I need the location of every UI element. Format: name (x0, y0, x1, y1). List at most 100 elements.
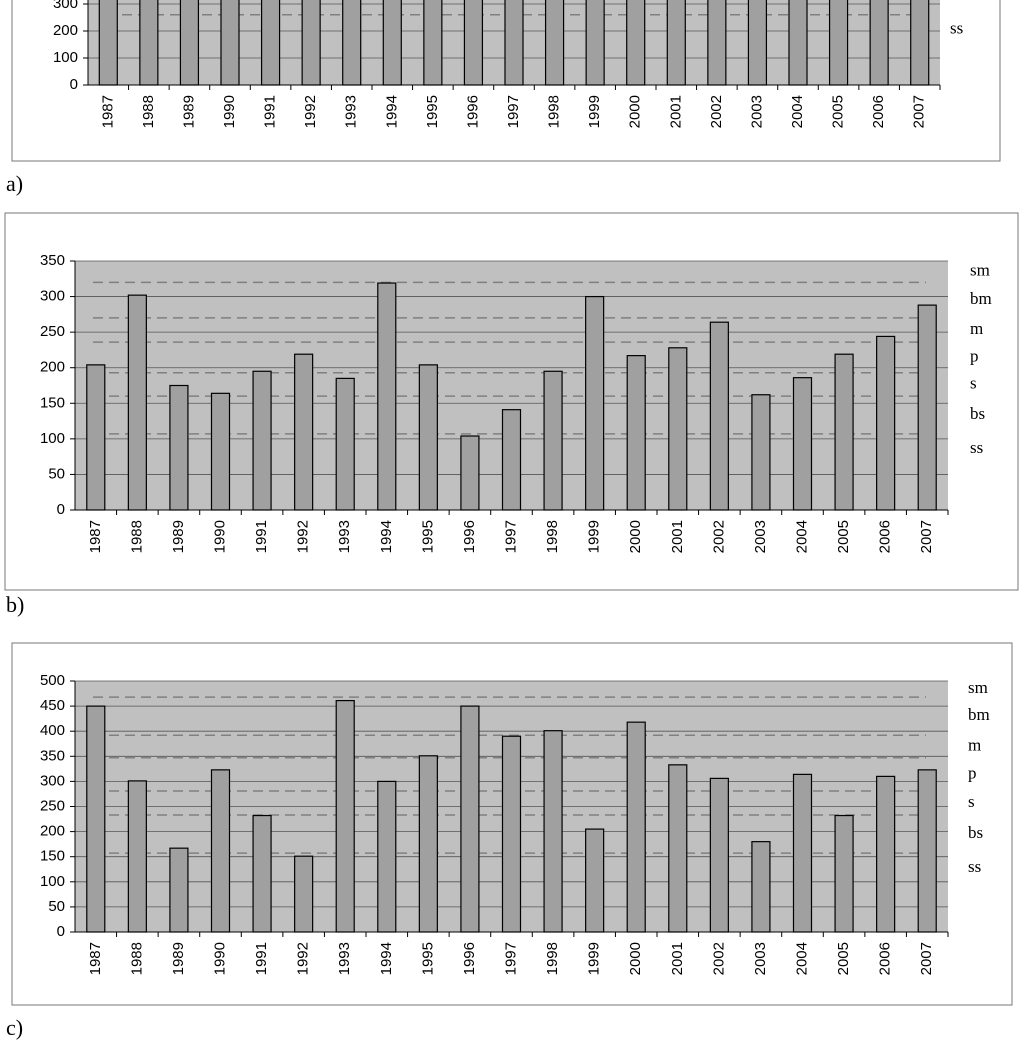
bar (301, 0, 321, 86)
x-tick-label: 1989 (170, 942, 187, 975)
bar (501, 409, 522, 511)
bar (127, 780, 147, 933)
bar (747, 0, 768, 86)
bar (501, 735, 522, 933)
bar (98, 0, 118, 86)
x-tick-label: 1988 (128, 942, 145, 975)
bar (220, 0, 240, 86)
x-tick-label: 2001 (669, 942, 686, 975)
bar (834, 814, 854, 933)
zone-label: bs (970, 404, 985, 423)
x-tick-label: 1997 (502, 520, 519, 553)
x-tick-label: 1999 (586, 95, 603, 128)
bar (418, 364, 438, 511)
zone-label: p (970, 346, 979, 365)
bar (834, 353, 854, 511)
bar (828, 0, 849, 86)
x-tick-label: 2005 (830, 95, 847, 128)
x-tick-label: 1994 (378, 942, 395, 975)
x-tick-label: 2002 (710, 520, 727, 553)
x-tick-label: 1990 (211, 520, 228, 553)
bar (668, 347, 688, 511)
x-tick-label: 1991 (262, 95, 279, 128)
y-tick-label: 400 (40, 722, 65, 739)
y-tick-label: 0 (57, 923, 65, 940)
bar (876, 775, 896, 933)
bar (127, 294, 147, 511)
x-tick-label: 2005 (835, 942, 852, 975)
x-tick-label: 1988 (128, 520, 145, 553)
zone-label: ss (968, 857, 981, 876)
x-tick-label: 2001 (669, 520, 686, 553)
panel-label: c) (6, 1015, 23, 1040)
y-tick-label: 100 (53, 49, 78, 66)
x-tick-label: 1993 (336, 520, 353, 553)
y-tick-label: 350 (40, 747, 65, 764)
bar (668, 764, 688, 933)
y-tick-label: 200 (40, 359, 65, 376)
bar (751, 394, 771, 511)
bar (788, 0, 808, 86)
x-tick-label: 1990 (211, 942, 228, 975)
zone-label: sm (968, 678, 988, 697)
x-tick-label: 2004 (789, 95, 806, 128)
bar (418, 755, 438, 933)
bar (792, 377, 813, 511)
x-tick-label: 2000 (627, 942, 644, 975)
bar (335, 377, 355, 511)
zone-label: bs (968, 823, 983, 842)
bar (751, 841, 771, 933)
bar (335, 699, 355, 933)
bar (917, 304, 937, 511)
y-tick-label: 300 (40, 772, 65, 789)
x-tick-label: 1990 (221, 95, 238, 128)
x-tick-label: 1987 (99, 95, 116, 128)
y-tick-label: 50 (48, 898, 65, 915)
x-tick-label: 1997 (505, 95, 522, 128)
bar (377, 780, 397, 933)
x-tick-label: 1999 (586, 942, 603, 975)
bar (86, 705, 106, 933)
y-tick-label: 100 (40, 430, 65, 447)
bar (169, 847, 189, 933)
zone-label: bm (970, 289, 992, 308)
x-tick-label: 1997 (502, 942, 519, 975)
x-tick-label: 2007 (918, 942, 935, 975)
zone-label: s (968, 792, 975, 811)
zone-label: bm (968, 705, 990, 724)
bar (460, 705, 480, 933)
bar (585, 828, 605, 933)
bar (585, 0, 605, 86)
zone-label: bs (950, 0, 965, 4)
bar (252, 814, 272, 933)
x-tick-label: 2006 (877, 520, 894, 553)
y-tick-label: 250 (40, 323, 65, 340)
bar (917, 769, 937, 933)
x-tick-label: 1998 (544, 942, 561, 975)
x-tick-label: 1996 (464, 95, 481, 128)
bar (382, 0, 402, 86)
x-tick-label: 2007 (911, 95, 928, 128)
x-tick-label: 1992 (295, 520, 312, 553)
panel-label: b) (6, 592, 24, 617)
x-tick-label: 1992 (295, 942, 312, 975)
x-tick-label: 1994 (378, 520, 395, 553)
y-tick-label: 200 (40, 823, 65, 840)
x-tick-label: 2004 (793, 942, 810, 975)
bar (460, 435, 480, 511)
x-tick-label: 1998 (544, 520, 561, 553)
bar (294, 855, 314, 933)
y-tick-label: 300 (40, 288, 65, 305)
bar (294, 353, 314, 511)
x-tick-label: 1992 (302, 95, 319, 128)
y-tick-label: 200 (53, 22, 78, 39)
y-tick-label: 250 (40, 797, 65, 814)
bar (707, 0, 727, 86)
x-tick-label: 2005 (835, 520, 852, 553)
x-tick-label: 2006 (877, 942, 894, 975)
zone-label: ss (970, 438, 983, 457)
x-tick-label: 1987 (87, 520, 104, 553)
x-tick-label: 2001 (667, 95, 684, 128)
